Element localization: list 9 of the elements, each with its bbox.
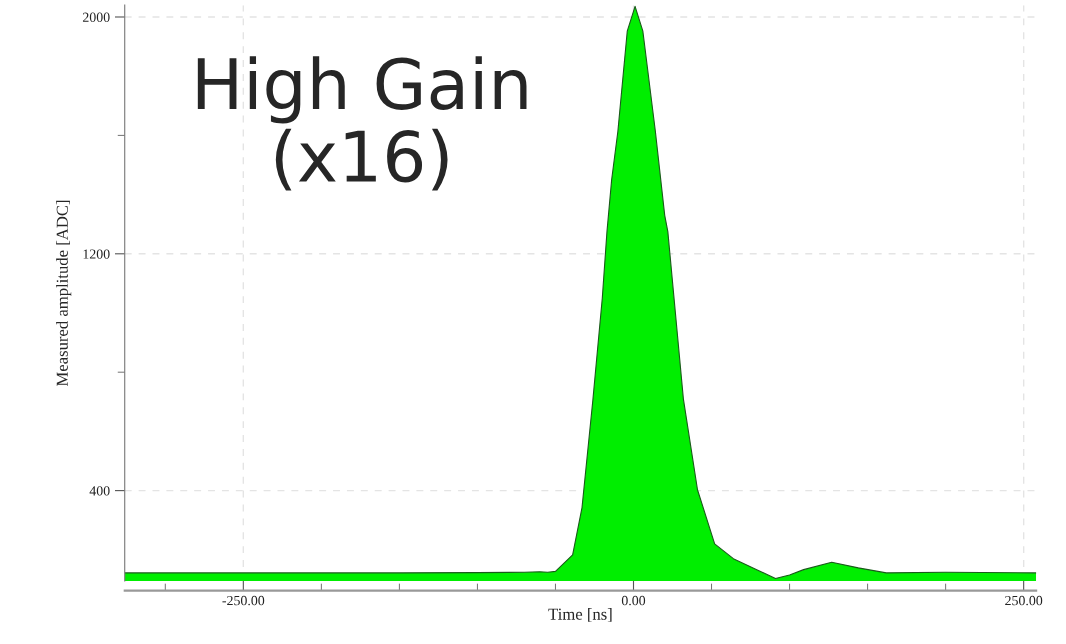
y-tick-label: 400 [89, 486, 110, 496]
annotation: High Gain (x16) [197, 56, 527, 191]
x-tick-label: 0.00 [621, 595, 646, 606]
x-axis-title: Time [ns] [548, 608, 612, 622]
y-tick-label: 1200 [83, 249, 110, 259]
y-tick-label: 2000 [82, 12, 110, 22]
y-axis-title: Measured amplitude [ADC] [56, 200, 72, 387]
x-tick-label: 250.00 [1005, 595, 1043, 606]
x-tick-label: -250.00 [222, 595, 265, 606]
